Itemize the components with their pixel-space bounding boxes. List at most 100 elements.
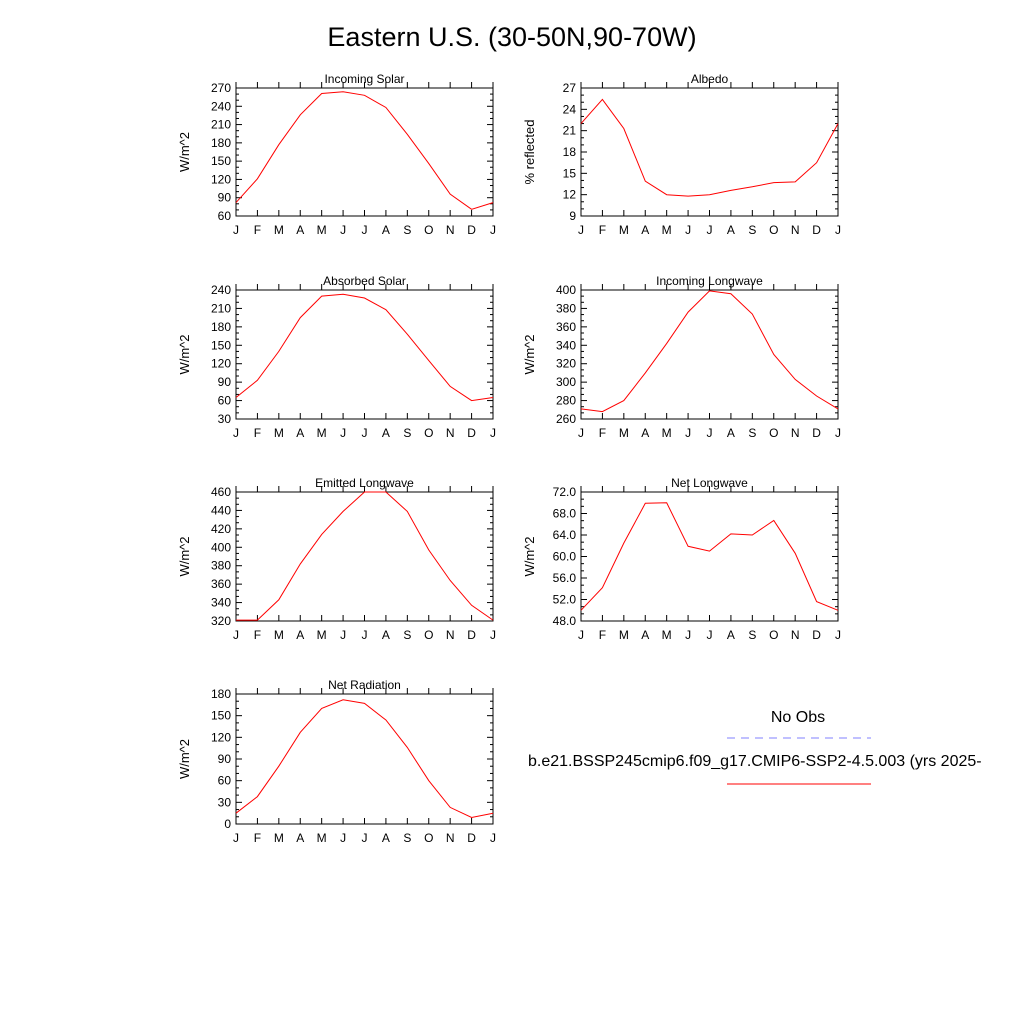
panel-3-ytick-label: 380: [556, 301, 576, 315]
panel-3-xtick-label: O: [769, 426, 778, 440]
panel-3-ylabel: W/m^2: [522, 334, 537, 374]
panel-3-frame: [580, 289, 839, 420]
panel-5-frame: [580, 491, 839, 622]
panel-0-ytick-label: 240: [211, 99, 231, 113]
panel-5-xtick-label: J: [578, 628, 584, 642]
panel-0-title: Incoming Solar: [324, 72, 404, 86]
panel-2-ytick-label: 120: [211, 357, 231, 371]
panel-2-xtick-label: S: [403, 426, 411, 440]
panel-3-series-0-line: [580, 290, 839, 413]
panel-1-xtick-label: D: [812, 223, 821, 237]
panel-6-ytick-label: 90: [218, 752, 232, 766]
panel-1-ylabel: % reflected: [522, 119, 537, 184]
panel-2-xtick-label: J: [233, 426, 239, 440]
panel-6-ytick-label: 0: [224, 817, 231, 831]
panel-2-ytick-label: 240: [211, 283, 231, 297]
panel-0-xtick-label: J: [362, 223, 368, 237]
panel-2-xtick-label: O: [424, 426, 433, 440]
panel-6-ytick-label: 60: [218, 774, 232, 788]
panel-2-xtick-label: N: [446, 426, 455, 440]
panel-6-xtick-label: J: [490, 831, 496, 845]
panel-4-xtick-label: D: [467, 628, 476, 642]
panel-3-xtick-label: S: [748, 426, 756, 440]
panel-5-xtick-label: A: [727, 628, 735, 642]
panel-6-xtick-label: J: [233, 831, 239, 845]
panel-6-xtick-label: J: [362, 831, 368, 845]
panel-2-ylabel: W/m^2: [177, 334, 192, 374]
panel-4-ytick-label: 440: [211, 503, 231, 517]
panel-6-xtick-label: M: [274, 831, 284, 845]
panel-2-xtick-label: J: [362, 426, 368, 440]
panel-0-xtick-label: A: [382, 223, 390, 237]
panel-4-xtick-label: A: [296, 628, 304, 642]
panel-5-xtick-label: J: [835, 628, 841, 642]
panel-1-xtick-label: F: [599, 223, 606, 237]
panel-3-ytick-label: 300: [556, 375, 576, 389]
panel-2-xtick-label: A: [382, 426, 390, 440]
panel-2-ytick-label: 180: [211, 320, 231, 334]
panel-5-ytick-label: 52.0: [553, 593, 577, 607]
panel-5-xtick-label: J: [685, 628, 691, 642]
panel-1-xtick-label: A: [641, 223, 649, 237]
panel-1-series-0-line: [580, 98, 839, 197]
panel-6-xtick-label: M: [317, 831, 327, 845]
panel-4-xtick-label: J: [490, 628, 496, 642]
panel-0-ytick-label: 150: [211, 154, 231, 168]
panel-4-ytick-label: 420: [211, 522, 231, 536]
panel-6-title: Net Radiation: [328, 678, 401, 692]
panel-3-ytick-label: 400: [556, 283, 576, 297]
panel-1-ytick-label: 24: [563, 102, 577, 116]
panel-1-ytick-label: 27: [563, 81, 577, 95]
panel-3-ytick-label: 320: [556, 357, 576, 371]
panel-2-xtick-label: J: [340, 426, 346, 440]
panel-5-xtick-label: N: [791, 628, 800, 642]
panel-2-xtick-label: A: [296, 426, 304, 440]
panel-6-xtick-label: D: [467, 831, 476, 845]
panel-3-xtick-label: A: [641, 426, 649, 440]
panel-4-series-0-line: [236, 491, 494, 621]
panel-4-xtick-label: F: [254, 628, 261, 642]
panel-4-frame: [235, 491, 494, 622]
panel-4-ytick-label: 340: [211, 596, 231, 610]
panel-1-xtick-label: J: [835, 223, 841, 237]
panel-5-ylabel: W/m^2: [522, 536, 537, 576]
panel-1-xtick-label: J: [578, 223, 584, 237]
panel-0-xtick-label: J: [233, 223, 239, 237]
panel-4-xtick-label: S: [403, 628, 411, 642]
panel-3-title: Incoming Longwave: [656, 274, 763, 288]
panel-4-ytick-label: 360: [211, 577, 231, 591]
panel-1-ytick-label: 15: [563, 166, 577, 180]
panel-3-xtick-label: J: [707, 426, 713, 440]
panel-2-title: Absorbed Solar: [323, 274, 406, 288]
panel-3-xtick-label: J: [685, 426, 691, 440]
panel-0-xtick-label: J: [490, 223, 496, 237]
panel-0-xtick-label: N: [446, 223, 455, 237]
panel-5-ytick-label: 72.0: [553, 485, 577, 499]
panel-4-title: Emitted Longwave: [315, 476, 414, 490]
panel-1-xtick-label: M: [619, 223, 629, 237]
panel-2-xtick-label: J: [490, 426, 496, 440]
panel-5-xtick-label: S: [748, 628, 756, 642]
panel-6-xtick-label: F: [254, 831, 261, 845]
panel-5-ytick-label: 56.0: [553, 571, 577, 585]
panel-3-xtick-label: J: [835, 426, 841, 440]
panel-5-ytick-label: 48.0: [553, 614, 577, 628]
panel-1-xtick-label: A: [727, 223, 735, 237]
figure-title: Eastern U.S. (30-50N,90-70W): [327, 22, 696, 52]
panel-2-ytick-label: 210: [211, 301, 231, 315]
panel-4-ylabel: W/m^2: [177, 536, 192, 576]
panel-0-xtick-label: S: [403, 223, 411, 237]
panel-0-xtick-label: J: [340, 223, 346, 237]
panel-3-ytick-label: 340: [556, 338, 576, 352]
panel-2-ytick-label: 30: [218, 412, 232, 426]
panel-3-xtick-label: F: [599, 426, 606, 440]
panel-4-ytick-label: 460: [211, 485, 231, 499]
panel-2-ytick-label: 90: [218, 375, 232, 389]
panel-0-ytick-label: 270: [211, 81, 231, 95]
